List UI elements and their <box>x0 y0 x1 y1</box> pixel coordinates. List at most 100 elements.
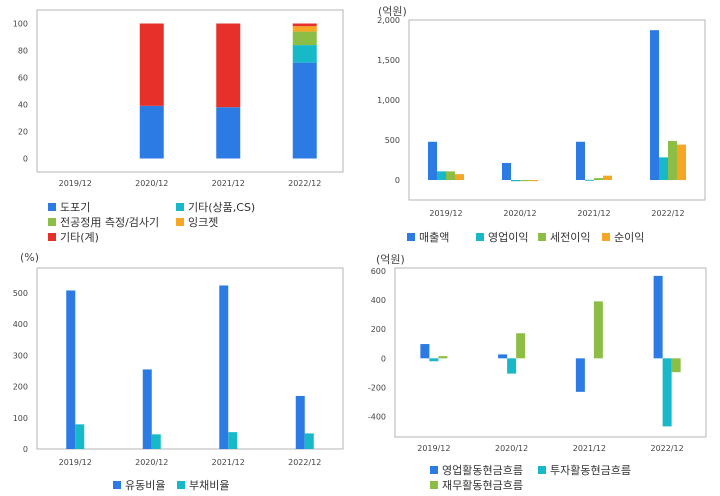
legend-cashflow: 영업활동현금흐름 투자활동현금흐름 재무활동현금흐름 <box>360 248 720 496</box>
x-tick-label: 2021/12 <box>212 179 245 188</box>
legend-swatch <box>430 481 438 489</box>
legend-item-매출액: 매출액 <box>407 229 449 245</box>
y-tick-label: 0 <box>381 354 386 363</box>
x-tick-label: 2020/12 <box>135 458 168 467</box>
legend-label: 세전이익 <box>550 231 591 244</box>
legend-label: 재무활동현금흐름 <box>442 479 523 492</box>
legend-swatch <box>476 233 484 241</box>
legend-swatch <box>48 233 56 241</box>
bar <box>292 26 317 32</box>
bar <box>498 354 508 359</box>
bar <box>502 162 511 180</box>
legend-label: 매출액 <box>419 231 450 244</box>
y-tick-label: 200 <box>371 325 386 334</box>
bar <box>304 433 314 449</box>
bar <box>66 290 76 449</box>
legend-label: 전공정用 측정/검사기 <box>60 216 160 229</box>
x-tick-label: 2022/12 <box>288 179 321 188</box>
bar <box>576 141 585 180</box>
bar <box>511 180 520 182</box>
legend-swatch <box>176 203 184 211</box>
y-tick-label: 100 <box>13 20 28 29</box>
bar <box>668 140 677 180</box>
legend-label: 기타(상품,CS) <box>188 201 256 214</box>
legend-label: 순이익 <box>614 231 645 244</box>
chart-panel-revenue-mix: 0 20 40 60 80 100 2019/12 2020/12 2021/12 2022/12… <box>0 0 360 248</box>
y-tick-label: 500 <box>385 136 400 145</box>
legend-swatch <box>602 233 610 241</box>
legend-item-부채비율: 부채비율 <box>177 477 229 493</box>
bar <box>446 171 455 180</box>
legend-swatch <box>538 233 546 241</box>
x-tick-label: 2021/12 <box>577 209 610 218</box>
legend-item-도포기: 도포기 <box>48 199 90 215</box>
legend-item-유동비율: 유동비율 <box>113 477 165 493</box>
bar <box>516 333 526 359</box>
bar <box>295 395 305 449</box>
bar <box>603 175 612 180</box>
bar <box>142 369 152 449</box>
legend-item-영업활동현금흐름: 영업활동현금흐름 <box>430 462 523 478</box>
legend-label: 투자활동현금흐름 <box>550 464 631 477</box>
legend-revenue-mix: 도포기 기타(상품,CS) 전공정用 측정/검사기 잉크젯 기타(계) <box>0 0 360 248</box>
bar <box>677 144 686 180</box>
legend-swatch <box>113 481 121 489</box>
bar <box>139 23 164 106</box>
x-tick-label: 2019/12 <box>59 458 92 467</box>
y-tick-label: 500 <box>13 289 28 298</box>
y-tick-label: 1,000 <box>377 96 400 105</box>
legend-swatch <box>48 203 56 211</box>
bar <box>662 358 672 427</box>
legend-item-영업이익: 영업이익 <box>476 229 528 245</box>
bar <box>438 356 448 359</box>
y-tick-label: 60 <box>18 74 28 83</box>
chart-panel-ratios: (%) 0 100 200 300 400 500 2019/12 2020/12 2021/1… <box>0 248 360 496</box>
y-tick-label: 40 <box>18 101 28 110</box>
bar <box>593 301 603 359</box>
legend-ratios: 유동비율 부채비율 <box>0 248 360 496</box>
x-tick-label: 2022/12 <box>651 444 684 453</box>
bar <box>671 358 681 373</box>
bar <box>507 358 517 374</box>
bar <box>228 432 238 449</box>
x-tick-label: 2022/12 <box>288 458 321 467</box>
bar <box>292 45 317 63</box>
legend-swatch <box>430 466 438 474</box>
y-tick-label: 100 <box>13 414 28 423</box>
bar <box>455 174 464 180</box>
legend-swatch <box>538 466 546 474</box>
legend-label: 잉크젯 <box>188 216 219 229</box>
legend-label: 도포기 <box>60 201 91 214</box>
bar <box>292 31 317 46</box>
x-tick-label: 2020/12 <box>503 209 536 218</box>
y-tick-label: 0 <box>23 445 28 454</box>
y-tick-label: 400 <box>13 320 28 329</box>
y-tick-label: 200 <box>13 383 28 392</box>
x-tick-label: 2019/12 <box>59 179 92 188</box>
unit-label: (억원) <box>378 5 407 18</box>
legend-item-세전이익: 세전이익 <box>538 229 590 245</box>
y-tick-label: -200 <box>368 383 386 392</box>
bar <box>653 275 663 359</box>
legend-label: 영업활동현금흐름 <box>442 464 523 477</box>
legend-item-순이익: 순이익 <box>602 229 644 245</box>
bar <box>219 285 229 449</box>
x-tick-label: 2021/12 <box>212 458 245 467</box>
legend-item-전공정-측정검사기: 전공정用 측정/검사기 <box>48 214 159 230</box>
chart-income: 0 500 1,000 1,500 2,000 2019/12 2020/12 2021/12… <box>377 16 706 218</box>
x-tick-label: 2019/12 <box>417 444 450 453</box>
legend-item-기타-상품-cs: 기타(상품,CS) <box>176 199 255 215</box>
bar <box>139 105 164 159</box>
legend-income: 매출액 영업이익 세전이익 순이익 <box>360 0 720 248</box>
legend-swatch <box>177 481 185 489</box>
chart-panel-cashflow: (억원) -400 -200 0 200 400 600 2019/12 2020/12 202… <box>360 248 720 496</box>
plot-frame <box>36 267 344 450</box>
legend-item-잉크젯: 잉크젯 <box>176 214 218 230</box>
legend-label: 기타(계) <box>60 231 99 244</box>
bar <box>428 141 437 180</box>
y-tick-label: 2,000 <box>377 16 400 25</box>
x-tick-label: 2022/12 <box>651 209 684 218</box>
y-tick-label: 400 <box>371 296 386 305</box>
y-tick-label: -400 <box>368 413 386 422</box>
plot-frame <box>36 9 344 173</box>
